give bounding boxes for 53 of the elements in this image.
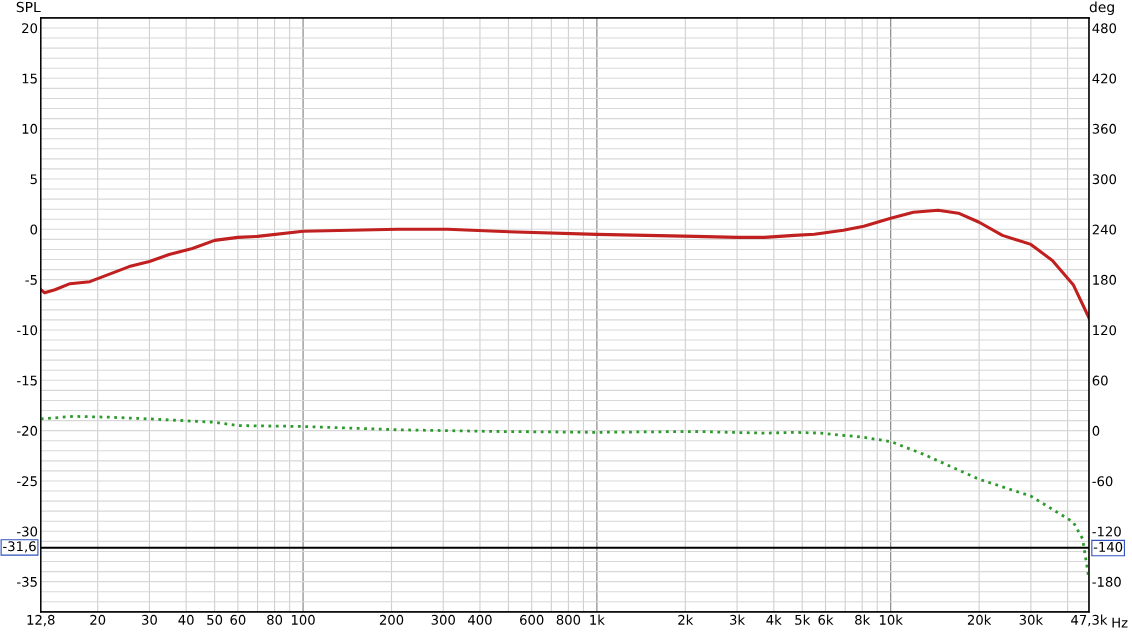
y-tick-label: -5 bbox=[25, 275, 37, 285]
y2-tick-label: 120 bbox=[1093, 325, 1117, 336]
y-tick-label: 10 bbox=[22, 123, 38, 134]
y-tick-label: -10 bbox=[17, 325, 38, 336]
x-tick-label: 20k bbox=[967, 614, 992, 625]
x-tick-label: 100 bbox=[291, 614, 315, 625]
y-tick-label: 0 bbox=[30, 224, 38, 235]
y2-tick-label: 60 bbox=[1092, 375, 1108, 386]
x-tick-label: 300 bbox=[431, 614, 455, 625]
ref-line-label: -140 bbox=[1093, 541, 1123, 552]
ref-line-label: -31,6 bbox=[3, 541, 36, 553]
y2-tick-label: 360 bbox=[1092, 123, 1117, 134]
y-tick-label: -25 bbox=[17, 476, 37, 487]
y-tick-label: 20 bbox=[22, 23, 38, 34]
y2-tick-label: 480 bbox=[1092, 23, 1117, 34]
x-tick-label: 12,8 bbox=[27, 614, 55, 627]
y2-tick-label: 420 bbox=[1092, 73, 1117, 84]
y2-axis-title: deg bbox=[1089, 1, 1114, 15]
x-tick-label: 30 bbox=[142, 614, 157, 625]
x-tick-label: 4k bbox=[766, 614, 782, 625]
y2-tick-label: 300 bbox=[1092, 174, 1117, 185]
x-tick-label: 400 bbox=[468, 614, 492, 625]
y-axis-title: SPL bbox=[16, 1, 41, 13]
x-tick-label: 30k bbox=[1019, 614, 1044, 625]
y2-tick-label: 240 bbox=[1092, 224, 1117, 235]
x-tick-label: 3k bbox=[730, 614, 746, 625]
y2-tick-label: 0 bbox=[1092, 425, 1100, 436]
x-tick-label: 5k bbox=[795, 614, 811, 625]
x-tick-label: 80 bbox=[267, 614, 283, 625]
x-tick-label: 10k bbox=[879, 614, 903, 625]
y-tick-label: -30 bbox=[17, 526, 38, 537]
x-tick-label: 50 bbox=[207, 614, 223, 625]
y-tick-label: 15 bbox=[22, 73, 37, 84]
x-tick-label: 47,3k bbox=[1071, 614, 1108, 627]
x-tick-label: 600 bbox=[520, 614, 544, 625]
y-tick-label: -20 bbox=[17, 425, 38, 436]
x-tick-label: 60 bbox=[230, 614, 246, 625]
y2-tick-label: -180 bbox=[1092, 576, 1121, 587]
x-tick-label: 1k bbox=[590, 614, 605, 625]
y-tick-label: -35 bbox=[17, 576, 37, 587]
y-tick-label: 5 bbox=[30, 174, 37, 185]
x-tick-label: 2k bbox=[678, 614, 694, 625]
x-tick-label: 8k bbox=[855, 614, 871, 625]
x-tick-label: 200 bbox=[379, 614, 404, 625]
y2-tick-label: 180 bbox=[1093, 274, 1117, 285]
y-tick-label: -15 bbox=[17, 375, 37, 386]
x-tick-label: 800 bbox=[556, 614, 581, 625]
x-tick-label: 20 bbox=[90, 614, 106, 625]
x-axis-title: Hz bbox=[1112, 617, 1128, 628]
y2-tick-label: -60 bbox=[1092, 476, 1113, 487]
x-tick-label: 40 bbox=[178, 614, 194, 625]
y2-tick-label: -120 bbox=[1092, 526, 1121, 537]
x-tick-label: 6k bbox=[818, 614, 834, 625]
